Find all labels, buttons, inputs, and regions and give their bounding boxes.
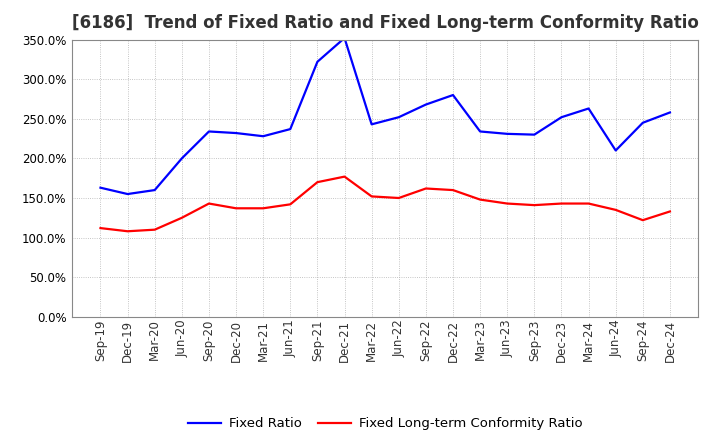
Fixed Ratio bbox=[449, 92, 457, 98]
Fixed Ratio bbox=[367, 122, 376, 127]
Fixed Long-term Conformity Ratio bbox=[449, 187, 457, 193]
Fixed Long-term Conformity Ratio bbox=[503, 201, 511, 206]
Fixed Long-term Conformity Ratio bbox=[259, 205, 268, 211]
Fixed Ratio bbox=[259, 134, 268, 139]
Fixed Long-term Conformity Ratio bbox=[530, 202, 539, 208]
Fixed Ratio bbox=[503, 131, 511, 136]
Fixed Long-term Conformity Ratio bbox=[286, 202, 294, 207]
Fixed Long-term Conformity Ratio bbox=[232, 205, 240, 211]
Fixed Ratio bbox=[123, 191, 132, 197]
Fixed Long-term Conformity Ratio bbox=[611, 207, 620, 213]
Fixed Ratio bbox=[476, 129, 485, 134]
Line: Fixed Ratio: Fixed Ratio bbox=[101, 38, 670, 194]
Fixed Ratio bbox=[421, 102, 430, 107]
Fixed Long-term Conformity Ratio bbox=[367, 194, 376, 199]
Fixed Long-term Conformity Ratio bbox=[96, 225, 105, 231]
Fixed Long-term Conformity Ratio bbox=[476, 197, 485, 202]
Fixed Long-term Conformity Ratio bbox=[557, 201, 566, 206]
Fixed Ratio bbox=[530, 132, 539, 137]
Title: [6186]  Trend of Fixed Ratio and Fixed Long-term Conformity Ratio: [6186] Trend of Fixed Ratio and Fixed Lo… bbox=[72, 15, 698, 33]
Fixed Long-term Conformity Ratio bbox=[341, 174, 349, 179]
Fixed Ratio bbox=[611, 148, 620, 153]
Fixed Ratio bbox=[584, 106, 593, 111]
Fixed Ratio bbox=[232, 130, 240, 136]
Fixed Long-term Conformity Ratio bbox=[665, 209, 674, 214]
Legend: Fixed Ratio, Fixed Long-term Conformity Ratio: Fixed Ratio, Fixed Long-term Conformity … bbox=[183, 412, 588, 436]
Fixed Ratio bbox=[178, 156, 186, 161]
Fixed Ratio bbox=[665, 110, 674, 115]
Fixed Long-term Conformity Ratio bbox=[639, 217, 647, 223]
Fixed Ratio bbox=[96, 185, 105, 191]
Fixed Long-term Conformity Ratio bbox=[178, 215, 186, 220]
Fixed Long-term Conformity Ratio bbox=[150, 227, 159, 232]
Fixed Long-term Conformity Ratio bbox=[204, 201, 213, 206]
Fixed Ratio bbox=[395, 114, 403, 120]
Fixed Ratio bbox=[204, 129, 213, 134]
Fixed Long-term Conformity Ratio bbox=[123, 229, 132, 234]
Fixed Ratio bbox=[341, 35, 349, 40]
Fixed Ratio bbox=[150, 187, 159, 193]
Fixed Long-term Conformity Ratio bbox=[421, 186, 430, 191]
Fixed Ratio bbox=[286, 126, 294, 132]
Fixed Ratio bbox=[313, 59, 322, 64]
Fixed Long-term Conformity Ratio bbox=[313, 180, 322, 185]
Fixed Ratio bbox=[639, 120, 647, 125]
Fixed Ratio bbox=[557, 114, 566, 120]
Fixed Long-term Conformity Ratio bbox=[584, 201, 593, 206]
Line: Fixed Long-term Conformity Ratio: Fixed Long-term Conformity Ratio bbox=[101, 176, 670, 231]
Fixed Long-term Conformity Ratio bbox=[395, 195, 403, 201]
